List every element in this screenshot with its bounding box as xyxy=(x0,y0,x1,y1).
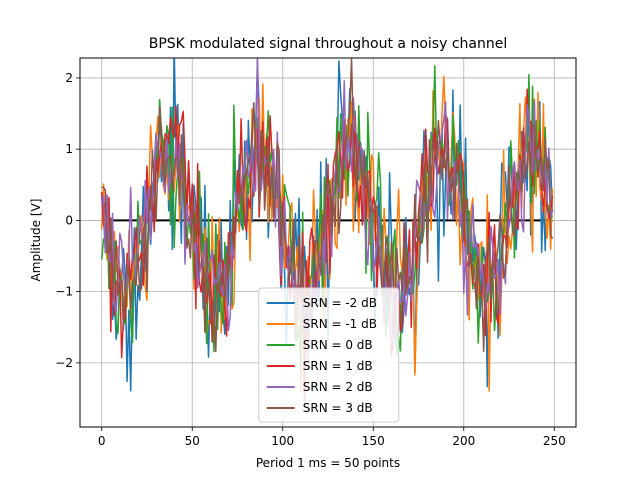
legend-box xyxy=(258,287,400,423)
y-tick-label: −2 xyxy=(55,356,73,370)
x-tick-label: 250 xyxy=(543,434,566,448)
y-axis-label: Amplitude [V] xyxy=(29,199,43,282)
x-tick-label: 0 xyxy=(98,434,106,448)
legend-label: SRN = 1 dB xyxy=(303,359,373,373)
x-tick-label: 100 xyxy=(271,434,294,448)
series-line xyxy=(101,58,554,353)
legend-label: SRN = -1 dB xyxy=(303,317,377,331)
chart-title: BPSK modulated signal throughout a noisy… xyxy=(149,36,507,52)
x-tick-label: 200 xyxy=(452,434,475,448)
y-tick-label: −1 xyxy=(55,285,73,299)
legend-label: SRN = -2 dB xyxy=(303,296,377,310)
legend-label: SRN = 0 dB xyxy=(303,338,373,352)
axes-frame xyxy=(79,57,577,428)
x-tick-label: 150 xyxy=(362,434,385,448)
y-tick-label: 0 xyxy=(65,213,73,227)
y-tick-label: 2 xyxy=(65,71,73,85)
legend: SRN = -2 dB SRN = -1 dB SRN = 0 dB SRN = 1 … xyxy=(258,287,400,423)
x-axis-label: Period 1 ms = 50 points xyxy=(256,456,400,470)
x-tick-label: 50 xyxy=(185,434,200,448)
axis-ticks: 0 50 100 150 200 250 −2 −1 0 1 2 xyxy=(55,71,565,448)
plot-area xyxy=(100,58,554,405)
legend-label: SRN = 2 dB xyxy=(303,380,373,394)
legend-label: SRN = 3 dB xyxy=(303,401,373,415)
y-tick-label: 1 xyxy=(65,142,73,156)
